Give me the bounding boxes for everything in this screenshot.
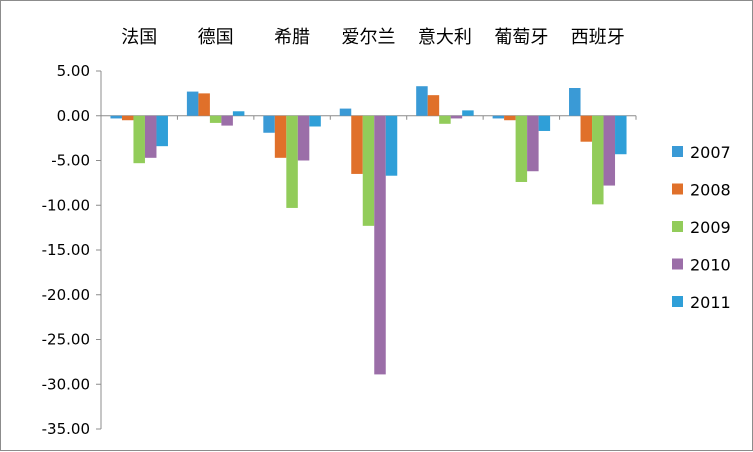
- bar-2010-3: [374, 115, 386, 375]
- bar-2007-1: [186, 91, 199, 116]
- bar-2009-1: [209, 115, 222, 123]
- bar-2009-0: [133, 115, 145, 164]
- category-label: 意大利: [418, 27, 472, 48]
- bar-2008-4: [427, 95, 440, 116]
- bar-2011-6: [615, 115, 627, 155]
- legend-label-2010: 2010: [690, 256, 731, 275]
- bar-2009-2: [286, 115, 298, 208]
- legend-swatch-2007: [672, 146, 683, 157]
- bar-2011-3: [385, 115, 398, 176]
- bar-2011-2: [309, 115, 321, 127]
- bar-2007-2: [263, 115, 275, 133]
- bar-2008-6: [580, 115, 593, 142]
- y-tick-label: -30.00: [42, 375, 90, 393]
- bar-2009-4: [439, 115, 451, 124]
- category-label: 葡萄牙: [494, 27, 548, 48]
- y-tick-label: 0.00: [57, 107, 90, 125]
- bar-2010-4: [450, 115, 463, 119]
- bar-2011-0: [156, 115, 168, 147]
- bar-2011-4: [462, 110, 474, 116]
- bar-2007-4: [416, 86, 428, 116]
- legend-label-2011: 2011: [690, 293, 731, 312]
- bar-2010-1: [221, 115, 233, 126]
- bar-2010-5: [527, 115, 539, 172]
- category-label: 爱尔兰: [342, 27, 396, 48]
- legend-label-2009: 2009: [690, 218, 731, 237]
- bar-2008-2: [274, 115, 287, 158]
- bar-2010-0: [144, 115, 157, 158]
- legend-label-2008: 2008: [690, 181, 731, 200]
- y-tick-label: 5.00: [57, 62, 90, 80]
- legend-swatch-2010: [672, 258, 683, 270]
- y-tick-label: -35.00: [42, 420, 90, 438]
- bar-2011-1: [232, 111, 245, 116]
- category-label: 西班牙: [571, 27, 625, 48]
- y-tick-label: -15.00: [42, 241, 90, 259]
- bar-2008-5: [504, 115, 516, 121]
- bar-2010-2: [297, 115, 310, 161]
- bar-2009-6: [592, 115, 604, 205]
- bar-2007-5: [492, 115, 505, 119]
- category-label: 希腊: [274, 27, 310, 48]
- bar-2008-0: [121, 115, 134, 121]
- bar-2009-3: [362, 115, 375, 226]
- y-tick-label: -25.00: [42, 331, 90, 349]
- category-label: 德国: [198, 27, 234, 48]
- bar-2007-3: [339, 108, 352, 116]
- legend-swatch-2011: [672, 296, 683, 307]
- bar-2008-1: [198, 93, 210, 116]
- y-tick-label: -10.00: [42, 196, 90, 214]
- legend-swatch-2008: [672, 183, 683, 195]
- bar-2011-5: [538, 115, 551, 131]
- bar-2007-0: [110, 115, 122, 119]
- bar-2009-5: [515, 115, 528, 182]
- y-tick-label: -20.00: [42, 286, 90, 304]
- y-tick-label: -5.00: [51, 152, 90, 170]
- bar-2007-6: [569, 88, 581, 116]
- legend-swatch-2009: [672, 221, 683, 232]
- category-label: 法国: [121, 27, 157, 48]
- legend-label-2007: 2007: [690, 143, 731, 162]
- bar-2008-3: [351, 115, 363, 174]
- bar-2010-6: [603, 115, 616, 186]
